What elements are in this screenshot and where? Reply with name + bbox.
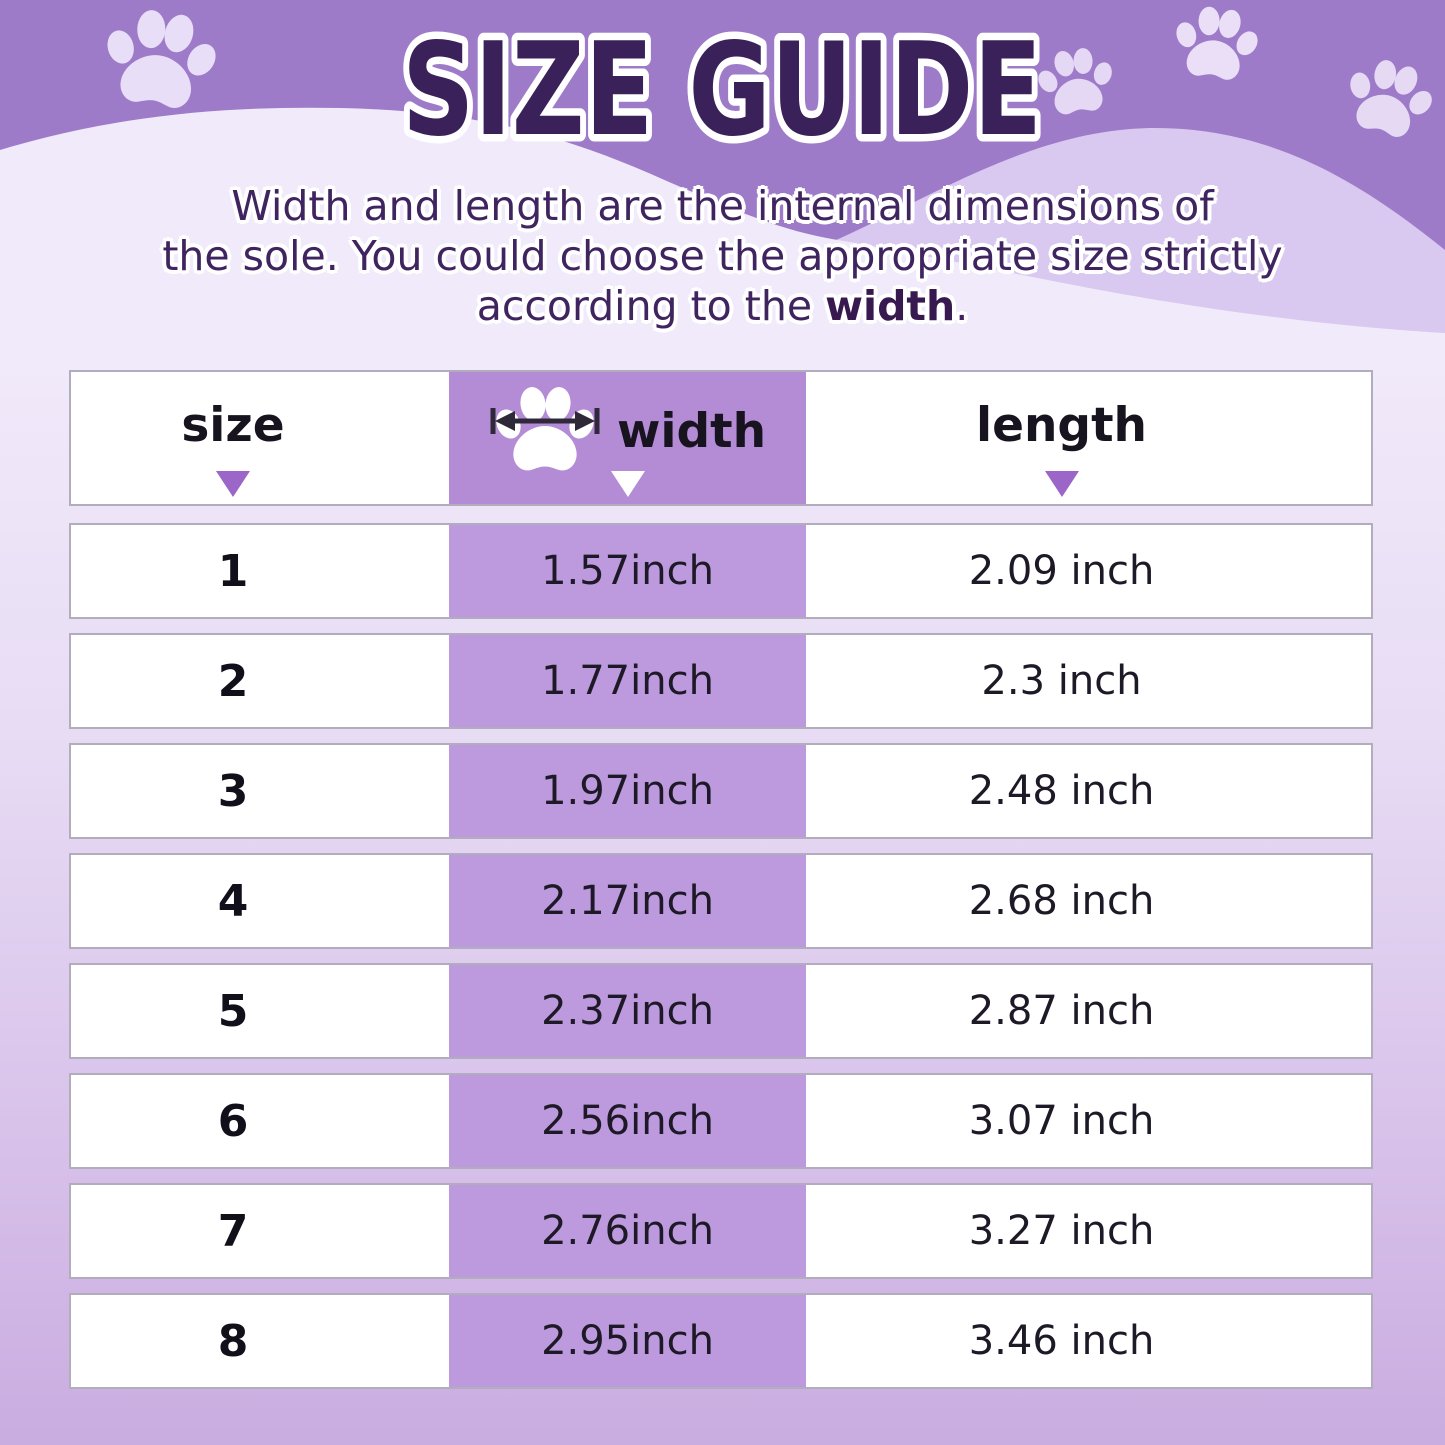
width-cell: 1.97inch xyxy=(541,768,714,814)
header-wave xyxy=(0,0,1445,352)
length-cell: 2.68 inch xyxy=(968,878,1155,924)
size-cell: 3 xyxy=(217,765,249,817)
length-cell: 2.09 inch xyxy=(968,548,1155,594)
width-cell: 2.76inch xyxy=(541,1208,714,1254)
intro-line-1: Width and length are the internal dimens… xyxy=(231,182,1214,230)
size-header-label: size xyxy=(181,397,285,453)
size-cell: 2 xyxy=(217,655,249,707)
length-cell: 3.27 inch xyxy=(968,1208,1155,1254)
down-triangle-icon xyxy=(216,471,250,497)
width-cell: 2.17inch xyxy=(541,878,714,924)
width-cell: 2.56inch xyxy=(541,1098,714,1144)
intro-line-2: the sole. You could choose the appropria… xyxy=(162,232,1283,280)
table-row: 8 2.95inch 3.46 inch xyxy=(69,1293,1373,1389)
size-cell: 1 xyxy=(217,545,249,597)
down-triangle-icon xyxy=(1044,471,1079,497)
table-row: 1 1.57inch 2.09 inch xyxy=(69,523,1373,619)
size-table: size width xyxy=(69,370,1373,1403)
table-header-row: size width xyxy=(69,370,1373,506)
size-cell: 8 xyxy=(217,1315,249,1367)
table-row: 2 1.77inch 2.3 inch xyxy=(69,633,1373,729)
width-cell: 1.77inch xyxy=(541,658,714,704)
size-cell: 7 xyxy=(217,1205,249,1257)
length-cell: 2.3 inch xyxy=(981,658,1142,704)
intro-line-3: according to the width. xyxy=(476,282,969,330)
column-header-length: length xyxy=(806,372,1371,504)
paw-width-icon xyxy=(490,385,600,471)
column-header-size: size xyxy=(71,372,449,504)
wave-light-surface xyxy=(0,107,1445,352)
table-row: 7 2.76inch 3.27 inch xyxy=(69,1183,1373,1279)
width-cell: 1.57inch xyxy=(541,548,714,594)
length-cell: 2.87 inch xyxy=(968,988,1155,1034)
column-header-width: width xyxy=(449,372,806,504)
size-cell: 4 xyxy=(217,875,249,927)
size-cell: 5 xyxy=(217,985,249,1037)
width-double-arrow-icon xyxy=(490,408,600,434)
length-header-label: length xyxy=(975,397,1148,453)
length-cell: 3.46 inch xyxy=(968,1318,1155,1364)
intro-bold-width: width xyxy=(825,282,956,330)
down-triangle-icon xyxy=(610,471,645,497)
width-header-group: width xyxy=(489,380,766,482)
length-cell: 3.07 inch xyxy=(968,1098,1155,1144)
page-title: SIZE GUIDE xyxy=(402,18,1042,165)
width-header-label: width xyxy=(616,403,767,459)
table-row: 4 2.17inch 2.68 inch xyxy=(69,853,1373,949)
table-row: 3 1.97inch 2.48 inch xyxy=(69,743,1373,839)
width-cell: 2.37inch xyxy=(541,988,714,1034)
table-row: 5 2.37inch 2.87 inch xyxy=(69,963,1373,1059)
intro-text: Width and length are the internal dimens… xyxy=(0,181,1445,331)
width-cell: 2.95inch xyxy=(541,1318,714,1364)
title-banner: SIZE GUIDE xyxy=(395,18,1050,168)
table-row: 6 2.56inch 3.07 inch xyxy=(69,1073,1373,1169)
size-cell: 6 xyxy=(217,1095,249,1147)
length-cell: 2.48 inch xyxy=(968,768,1155,814)
